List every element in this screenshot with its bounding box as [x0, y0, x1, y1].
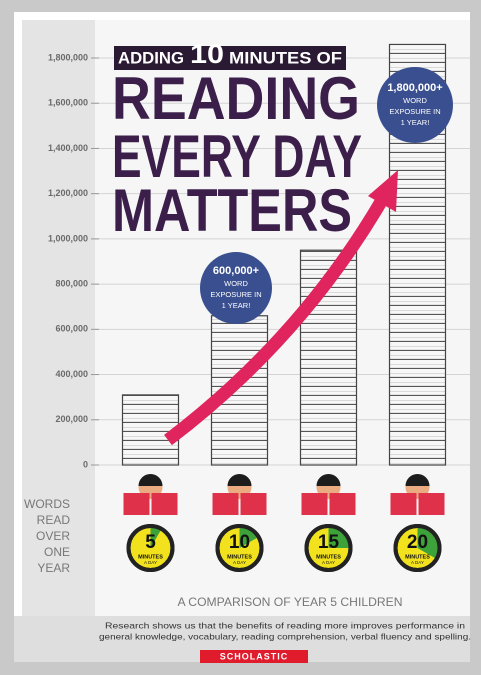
annotation-line: WORD [224, 279, 248, 288]
y-tick-label: 0 [83, 459, 88, 469]
book-stack [123, 395, 179, 465]
y-label-line: WORDS [24, 497, 70, 511]
y-label-line: READ [37, 513, 71, 527]
page: {"chart_data": { "type": "bar", "title_p… [0, 0, 481, 675]
annotation-line: EXPOSURE IN [210, 290, 261, 299]
y-label-line: YEAR [37, 561, 70, 575]
y-tick-label: 1,000,000 [48, 233, 88, 243]
annotation-line: EXPOSURE IN [389, 107, 440, 116]
category-sub: A DAY [144, 560, 157, 565]
annotation-line: WORD [403, 96, 427, 105]
x-tick-label: 5 [145, 532, 156, 553]
y-tick-label: 1,400,000 [48, 143, 88, 153]
y-label-line: ONE [44, 545, 70, 559]
annotation-badge [377, 67, 453, 143]
y-label-line: OVER [36, 529, 70, 543]
x-tick-label: 10 [229, 532, 250, 553]
x-tick-label: 20 [407, 532, 428, 553]
annotation-badge [200, 252, 272, 324]
title-line: MATTERS [112, 177, 352, 244]
x-tick-label: 15 [318, 532, 340, 553]
book-right [419, 493, 445, 515]
book-left [124, 493, 150, 515]
book-left [391, 493, 417, 515]
annotation-line: 1 YEAR! [222, 301, 251, 310]
footnote: general knowledge, vocabulary, reading c… [99, 631, 471, 641]
y-tick-label: 400,000 [55, 369, 88, 379]
book-right [330, 493, 356, 515]
book-right [152, 493, 178, 515]
subtitle: A COMPARISON OF YEAR 5 CHILDREN [178, 595, 403, 609]
book-left [302, 493, 328, 515]
y-tick-label: 1,200,000 [48, 188, 88, 198]
y-tick-label: 200,000 [55, 414, 88, 424]
footnote: Research shows us that the benefits of r… [105, 620, 465, 630]
annotation-line: 600,000+ [213, 265, 259, 277]
y-tick-label: 600,000 [55, 324, 88, 334]
y-tick-label: 1,800,000 [48, 52, 88, 62]
infographic: 0 200,000 400,000 600,000 800,000 1,000,000 1,… [0, 0, 481, 675]
category-sub: A DAY [411, 560, 424, 565]
book-left [213, 493, 239, 515]
book-right [241, 493, 267, 515]
y-tick-label: 800,000 [55, 278, 88, 288]
category-sub: A DAY [233, 560, 246, 565]
y-tick-label: 1,600,000 [48, 98, 88, 108]
annotation-line: 1,800,000+ [387, 82, 442, 94]
annotation-line: 1 YEAR! [401, 118, 430, 127]
title: ADDING 10 MINUTES OF READING EVERY DAY M… [112, 39, 362, 244]
brand: SCHOLASTIC [220, 651, 289, 661]
title-line: READING [112, 65, 360, 132]
category-sub: A DAY [322, 560, 335, 565]
